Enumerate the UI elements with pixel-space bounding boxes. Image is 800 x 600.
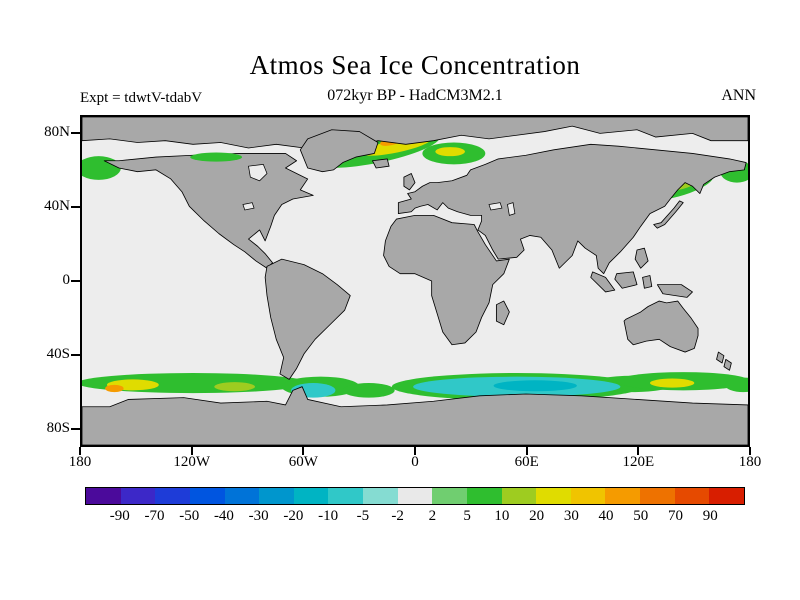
lon-axis-tick — [637, 447, 640, 455]
lat-axis-label: 80S — [46, 419, 70, 436]
caspian-sea — [507, 202, 516, 216]
lon-axis-tick — [414, 447, 416, 455]
colorbar-segment — [86, 488, 121, 504]
continent-antarctica — [82, 386, 748, 445]
continent-eurasia — [397, 143, 747, 275]
colorbar-label: -2 — [391, 508, 404, 524]
philippines — [634, 247, 649, 269]
colorbar-labels: -90 -70 -50 -40 -30 -20 -10 -5 -2 2 5 10 20 30 40 50 70 9… — [85, 508, 745, 528]
colorbar-segment — [224, 488, 260, 504]
lat-axis-label: 40N — [44, 198, 70, 215]
colorbar-segment — [466, 488, 502, 504]
colorbar-label: 10 — [494, 508, 510, 524]
colorbar-segment — [501, 488, 537, 504]
lon-axis-tick — [525, 447, 528, 455]
arctic-mask — [82, 117, 748, 149]
colorbar-segment — [155, 488, 190, 504]
colorbar-label: 5 — [463, 508, 471, 524]
lat-axis-tick — [71, 427, 80, 430]
colorbar-label: -90 — [109, 508, 130, 524]
colorbar-label: -20 — [283, 508, 304, 524]
inland-seas — [242, 163, 516, 216]
colorbar-segment — [432, 488, 467, 504]
colorbar-label: -70 — [144, 508, 165, 524]
lat-axis-label: 0 — [62, 272, 71, 288]
colorbar-segment — [570, 488, 606, 504]
world-map — [82, 117, 748, 445]
colorbar-segment — [328, 488, 363, 504]
colorbar-segment — [189, 488, 225, 504]
colorbar-segment — [363, 488, 398, 504]
colorbar-label: -5 — [356, 508, 370, 524]
hudson-bay — [248, 163, 268, 182]
iceland — [372, 158, 390, 169]
colorbar-label: -40 — [213, 508, 234, 524]
colorbar-segment — [259, 488, 294, 504]
continent-south-america — [264, 258, 351, 380]
colorbar-label: 30 — [563, 508, 579, 524]
continent-north-america — [103, 153, 314, 269]
anomaly-overlay — [190, 152, 243, 162]
lon-axis-label: 0 — [411, 454, 419, 470]
colorbar-label: 70 — [668, 508, 684, 524]
lon-axis-tick — [749, 447, 751, 455]
colorbar-label: -30 — [248, 508, 269, 524]
land-masses — [82, 117, 748, 445]
colorbar-segment — [674, 488, 710, 504]
colorbar-label: 20 — [529, 508, 545, 524]
new-zealand-south — [723, 358, 732, 371]
lat-axis-label: 40S — [46, 345, 70, 362]
black-sea — [488, 202, 503, 211]
madagascar — [495, 300, 510, 326]
colorbar-segment — [397, 488, 433, 504]
continent-africa — [383, 214, 510, 346]
colorbar-segment — [293, 488, 329, 504]
figure-title: Atmos Sea Ice Concentration — [249, 50, 581, 80]
japan — [653, 200, 684, 229]
figure-subtitle: 072kyr BP - HadCM3M2.1 — [327, 87, 503, 104]
colorbar-segment — [640, 488, 675, 504]
lon-axis-tick — [190, 447, 193, 455]
new-zealand-north — [716, 351, 725, 364]
borneo — [614, 271, 638, 289]
colorbar-segment — [536, 488, 571, 504]
experiment-label: Expt = tdwtV-tdabV — [80, 90, 203, 106]
colorbar-label: -50 — [179, 508, 200, 524]
lat-axis-label: 80N — [44, 124, 70, 141]
sulawesi — [642, 275, 653, 289]
lon-axis-tick — [302, 447, 305, 455]
lon-axis-label: 180 — [738, 454, 762, 470]
colorbar-label: 40 — [598, 508, 614, 524]
lat-axis-tick — [71, 280, 80, 282]
greenland — [299, 129, 379, 173]
lat-axis-tick — [71, 132, 80, 135]
colorbar-segment — [605, 488, 640, 504]
lon-axis-label: 120E — [622, 454, 655, 470]
lon-axis-label: 60E — [514, 454, 539, 470]
great-lakes — [242, 202, 255, 211]
lon-axis-tick — [79, 447, 81, 455]
lon-axis-label: 120W — [173, 454, 210, 470]
new-guinea — [656, 284, 693, 298]
britain — [403, 173, 416, 191]
lon-axis-label: 60W — [288, 454, 318, 470]
colorbar-label: 90 — [702, 508, 718, 524]
continent-australia — [623, 300, 699, 353]
sumatra — [590, 271, 616, 293]
lon-axis-label: 180 — [68, 454, 92, 470]
colorbar-label: -10 — [318, 508, 339, 524]
colorbar-segment — [120, 488, 156, 504]
season-label: ANN — [721, 87, 756, 104]
colorbar-segment — [709, 488, 744, 504]
colorbar — [85, 487, 745, 505]
colorbar-label: 50 — [633, 508, 649, 524]
colorbar-label: 2 — [428, 508, 437, 524]
lat-axis-tick — [71, 353, 80, 356]
lat-axis-tick — [71, 206, 80, 209]
map-plot-area — [80, 115, 750, 447]
